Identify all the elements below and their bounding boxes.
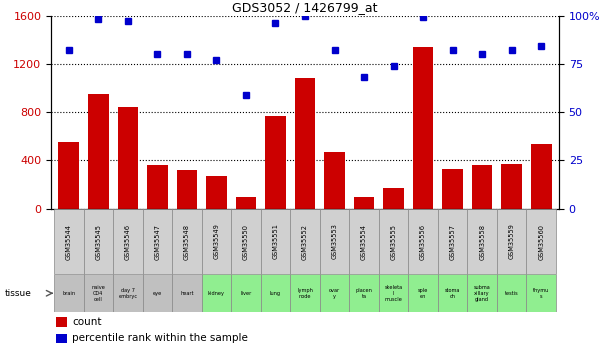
- Bar: [261, 274, 290, 312]
- Bar: [265, 116, 286, 209]
- Text: lung: lung: [270, 291, 281, 296]
- Bar: [56, 317, 67, 327]
- Bar: [294, 78, 316, 209]
- Text: GSM35550: GSM35550: [243, 224, 249, 259]
- Bar: [147, 165, 168, 209]
- Bar: [408, 274, 438, 312]
- Bar: [379, 274, 408, 312]
- Text: brain: brain: [63, 291, 75, 296]
- Bar: [54, 209, 84, 274]
- Bar: [408, 209, 438, 274]
- Bar: [468, 209, 497, 274]
- Text: heart: heart: [180, 291, 194, 296]
- Text: stoma
ch: stoma ch: [445, 288, 460, 299]
- Text: eye: eye: [153, 291, 162, 296]
- Bar: [202, 209, 231, 274]
- Text: GSM35546: GSM35546: [125, 224, 131, 259]
- Bar: [84, 209, 113, 274]
- Bar: [320, 209, 349, 274]
- Text: GSM35552: GSM35552: [302, 224, 308, 259]
- Bar: [501, 164, 522, 209]
- Text: naive
CD4
cell: naive CD4 cell: [91, 285, 105, 302]
- Bar: [526, 274, 556, 312]
- Text: day 7
embryc: day 7 embryc: [118, 288, 138, 299]
- Bar: [413, 47, 433, 209]
- Text: GSM35544: GSM35544: [66, 224, 72, 259]
- Text: kidney: kidney: [208, 291, 225, 296]
- Text: GSM35551: GSM35551: [272, 224, 278, 259]
- Bar: [84, 274, 113, 312]
- Text: subma
xillary
gland: subma xillary gland: [474, 285, 490, 302]
- Text: GSM35553: GSM35553: [332, 224, 338, 259]
- Bar: [438, 274, 468, 312]
- Bar: [172, 209, 202, 274]
- Bar: [324, 152, 345, 209]
- Text: GSM35558: GSM35558: [479, 224, 485, 259]
- Bar: [349, 209, 379, 274]
- Bar: [354, 197, 374, 209]
- Bar: [142, 274, 172, 312]
- Bar: [58, 142, 79, 209]
- Text: GSM35545: GSM35545: [96, 224, 102, 259]
- Text: thymu
s: thymu s: [533, 288, 549, 299]
- Bar: [177, 170, 197, 209]
- Text: tissue: tissue: [5, 289, 32, 298]
- Bar: [113, 209, 142, 274]
- Bar: [206, 176, 227, 209]
- Text: lymph
node: lymph node: [297, 288, 313, 299]
- Bar: [172, 274, 202, 312]
- Text: GSM35559: GSM35559: [508, 224, 514, 259]
- Bar: [261, 209, 290, 274]
- Text: GSM35555: GSM35555: [391, 224, 397, 259]
- Text: GSM35557: GSM35557: [450, 224, 456, 259]
- Bar: [320, 274, 349, 312]
- Text: sple
en: sple en: [418, 288, 429, 299]
- Bar: [497, 274, 526, 312]
- Bar: [349, 274, 379, 312]
- Text: testis: testis: [505, 291, 519, 296]
- Text: liver: liver: [240, 291, 252, 296]
- Bar: [88, 94, 109, 209]
- Bar: [231, 209, 261, 274]
- Title: GDS3052 / 1426799_at: GDS3052 / 1426799_at: [232, 1, 378, 14]
- Text: percentile rank within the sample: percentile rank within the sample: [72, 334, 248, 343]
- Bar: [531, 144, 552, 209]
- Text: GSM35560: GSM35560: [538, 224, 545, 259]
- Bar: [56, 334, 67, 343]
- Text: GSM35554: GSM35554: [361, 224, 367, 259]
- Bar: [142, 209, 172, 274]
- Bar: [438, 209, 468, 274]
- Bar: [468, 274, 497, 312]
- Bar: [290, 274, 320, 312]
- Text: ovar
y: ovar y: [329, 288, 340, 299]
- Bar: [497, 209, 526, 274]
- Bar: [383, 188, 404, 209]
- Text: GSM35549: GSM35549: [213, 224, 219, 259]
- Bar: [472, 165, 492, 209]
- Text: GSM35556: GSM35556: [420, 224, 426, 259]
- Text: skeleta
l
muscle: skeleta l muscle: [385, 285, 403, 302]
- Bar: [442, 169, 463, 209]
- Bar: [379, 209, 408, 274]
- Bar: [526, 209, 556, 274]
- Text: placen
ta: placen ta: [356, 288, 373, 299]
- Text: count: count: [72, 317, 102, 327]
- Bar: [236, 197, 256, 209]
- Text: GSM35548: GSM35548: [184, 224, 190, 259]
- Bar: [231, 274, 261, 312]
- Bar: [113, 274, 142, 312]
- Bar: [54, 274, 84, 312]
- Text: GSM35547: GSM35547: [154, 224, 160, 259]
- Bar: [290, 209, 320, 274]
- Bar: [202, 274, 231, 312]
- Bar: [118, 107, 138, 209]
